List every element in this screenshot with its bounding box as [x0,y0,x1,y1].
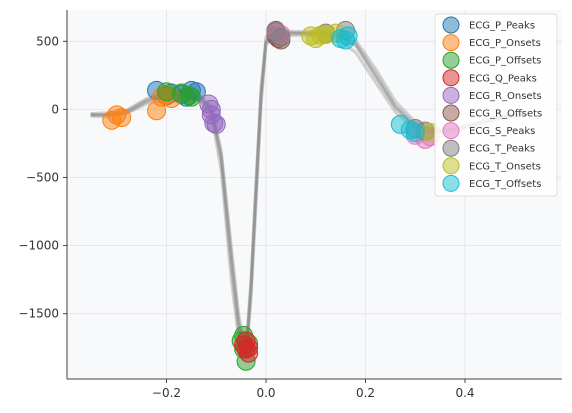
legend-label: ECG_T_Onsets [469,161,541,172]
marker-ecg-t-peaks [271,27,291,47]
legend-label: ECG_P_Offsets [469,56,541,67]
legend-swatch [442,86,460,104]
legend-label: ECG_R_Offsets [469,109,542,120]
legend-box [434,13,558,197]
legend-swatch [442,139,460,157]
legend-swatch [442,34,460,52]
legend-swatch [442,51,460,69]
legend-label: ECG_Q_Peaks [469,73,537,84]
marker-ecg-t-offsets [336,30,356,50]
marker-ecg-t-offsets [405,123,425,143]
legend-swatch [442,122,460,140]
marker-ecg-r-onsets [201,99,221,119]
x-tick-label: −0.2 [152,386,181,400]
legend-label: ECG_P_Peaks [469,21,535,32]
y-tick-label: 500 [36,34,59,48]
legend-label: ECG_S_Peaks [469,126,535,137]
x-tick-label: 0.4 [455,386,474,400]
x-tick-label: 0.2 [356,386,375,400]
legend: ECG_P_Peaks ECG_P_Onsets ECG_P_Offsets ECG_… [434,13,558,197]
legend-swatch [442,174,460,192]
legend-swatch [442,157,460,175]
y-tick-label: −1500 [18,307,59,321]
legend-label: ECG_R_Onsets [469,91,542,102]
marker-ecg-p-offsets [181,87,201,107]
y-tick-label: 0 [51,102,59,116]
x-ticks: −0.2 0.0 0.2 0.4 [152,379,475,400]
legend-label: ECG_P_Onsets [469,38,541,49]
legend-label: ECG_T_Offsets [469,179,541,190]
y-tick-label: −1000 [18,239,59,253]
axes [66,10,562,380]
legend-swatch [442,16,460,34]
legend-swatch [442,104,460,122]
y-tick-label: −500 [26,170,59,184]
legend-label: ECG_T_Peaks [469,144,535,155]
legend-swatch [442,69,460,87]
marker-ecg-p-onsets [112,108,132,128]
y-ticks: 500 0 −500 −1000 −1500 [18,34,67,321]
x-tick-label: 0.0 [256,386,275,400]
marker-ecg-q-peaks [239,338,259,358]
